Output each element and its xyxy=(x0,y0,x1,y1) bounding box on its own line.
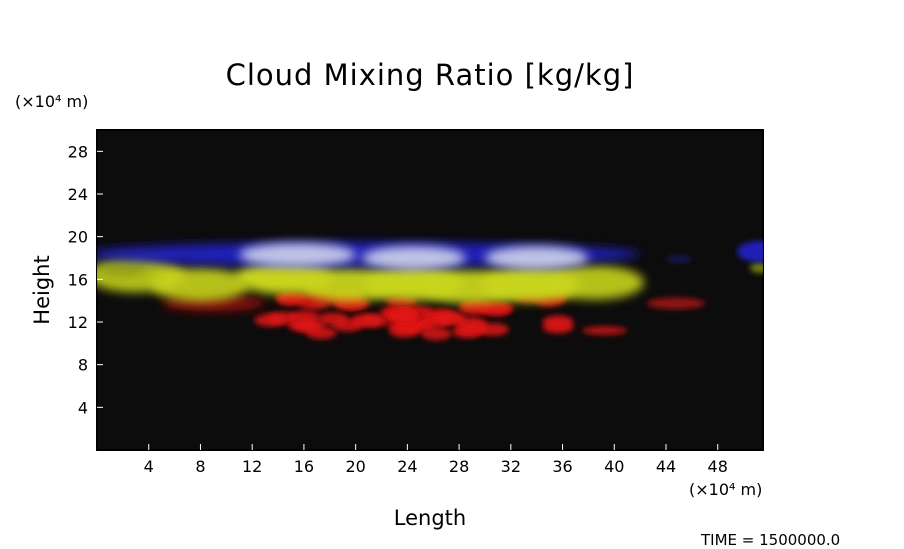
red-cloud-cell xyxy=(420,327,452,341)
yellow-cloud-cell xyxy=(97,262,149,278)
yellow-cloud-cell xyxy=(151,267,250,302)
y-tick-label: 20 xyxy=(68,228,88,247)
blue-cloud-band xyxy=(666,255,692,263)
x-tick-label: 40 xyxy=(604,457,624,476)
x-axis-unit: (×10⁴ m) xyxy=(689,480,763,499)
red-cloud-cell xyxy=(389,310,421,324)
y-axis-ticks: 4 8 12 16 20 24 28 xyxy=(68,142,103,417)
x-tick-label: 36 xyxy=(552,457,572,476)
y-tick-label: 8 xyxy=(78,356,88,375)
red-cloud-cell xyxy=(293,319,325,333)
x-axis-label: Length xyxy=(393,506,467,530)
red-cloud-cell xyxy=(389,324,421,338)
red-cloud-cell xyxy=(581,326,628,335)
red-cloud-cell xyxy=(477,323,510,336)
x-tick-label: 4 xyxy=(144,457,154,476)
red-cloud-cell xyxy=(317,312,349,326)
x-tick-label: 20 xyxy=(345,457,365,476)
red-cloud-cell xyxy=(646,297,705,310)
x-axis-ticks: 4 8 12 16 20 24 28 32 36 40 44 48 xyxy=(144,444,728,476)
x-tick-label: 8 xyxy=(195,457,205,476)
blue-cloud-band xyxy=(737,240,763,263)
red-cloud-cell xyxy=(435,312,467,325)
red-cloud-cell xyxy=(542,315,574,329)
red-cloud-cell xyxy=(350,313,382,327)
y-axis-unit: (×10⁴ m) xyxy=(15,92,89,111)
time-readout: TIME = 1500000.0 xyxy=(701,531,841,549)
x-tick-label: 12 xyxy=(242,457,262,476)
red-cloud-cell xyxy=(254,313,286,327)
chart-title: Cloud Mixing Ratio [kg/kg] xyxy=(225,58,635,92)
cloud-field xyxy=(97,240,763,341)
x-tick-label: 24 xyxy=(397,457,417,476)
x-tick-label: 16 xyxy=(294,457,314,476)
x-tick-label: 44 xyxy=(656,457,676,476)
yellow-cloud-cell xyxy=(545,265,645,300)
pale-cloud-cap xyxy=(484,246,589,270)
y-tick-label: 12 xyxy=(68,313,88,332)
y-tick-label: 4 xyxy=(78,398,88,417)
x-tick-label: 48 xyxy=(708,457,728,476)
pale-cloud-cap xyxy=(362,246,466,270)
y-tick-label: 16 xyxy=(68,270,88,289)
pale-cloud-cap xyxy=(239,243,356,267)
yellow-cloud-cell xyxy=(750,262,763,273)
y-tick-label: 28 xyxy=(68,142,88,161)
x-tick-label: 32 xyxy=(501,457,521,476)
x-tick-label: 28 xyxy=(449,457,469,476)
y-tick-label: 24 xyxy=(68,185,88,204)
red-cloud-cell xyxy=(298,297,330,310)
